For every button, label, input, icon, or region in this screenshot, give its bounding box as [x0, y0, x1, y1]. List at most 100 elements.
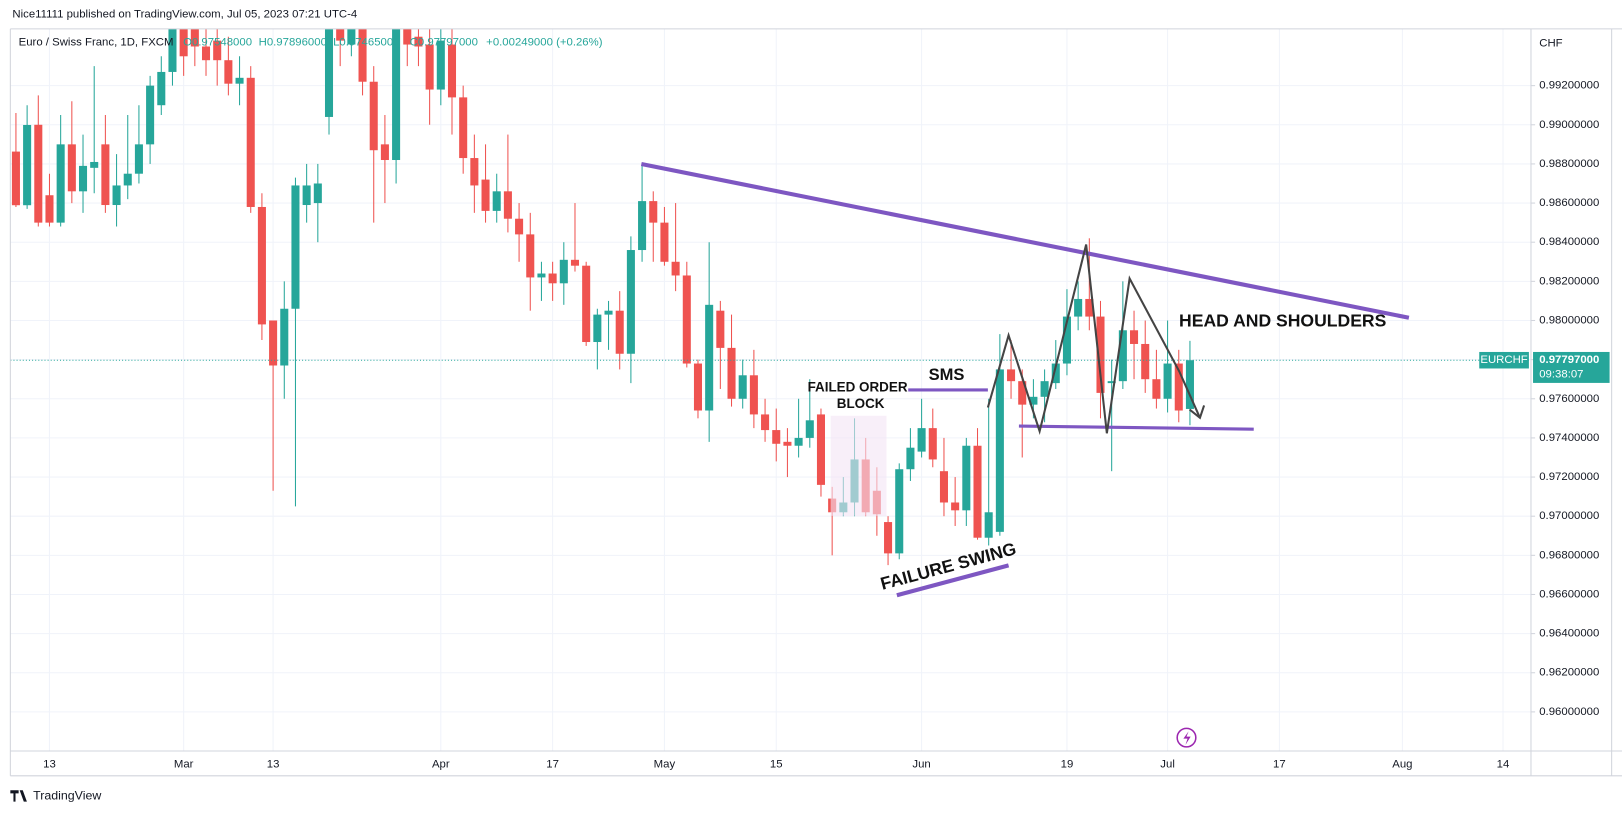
change: +0.00249000 (+0.26%): [486, 36, 603, 48]
y-tick-label: 0.96400000: [1539, 628, 1599, 640]
swing-line: [896, 563, 1010, 598]
y-tick-label: 0.97400000: [1539, 432, 1599, 444]
symbol-name: Euro / Swiss Franc, 1D, FXCM: [19, 36, 174, 48]
symbol-tag: [1479, 351, 1529, 369]
candle-body: [1141, 343, 1150, 380]
x-tick-label: 15: [770, 758, 783, 770]
y-tick-label: 0.96600000: [1539, 588, 1599, 600]
neckline: [1018, 424, 1254, 431]
ohlc-high: H0.97896000: [259, 36, 327, 48]
candle-body: [1152, 379, 1161, 399]
y-tick-label: 0.97200000: [1539, 471, 1599, 483]
candle-body: [906, 447, 915, 470]
candle-body: [1174, 363, 1183, 411]
candle-body: [112, 185, 121, 206]
currency: CHF: [1539, 37, 1562, 49]
published: Nice11111 published on TradingView.com, …: [12, 8, 357, 20]
price-tag-label: 0.97797000: [1539, 354, 1599, 366]
event-icon[interactable]: [1176, 727, 1197, 748]
candle-body: [604, 310, 613, 315]
x-tick-label: 13: [43, 758, 56, 770]
candle-body: [526, 234, 535, 278]
candle-body: [168, 28, 177, 72]
x-tick-label: 17: [546, 758, 559, 770]
candle-body: [1107, 381, 1116, 384]
ohlc-open: O0.97548000: [183, 36, 252, 48]
ohlc-low: L0.97465000: [333, 36, 399, 48]
y-tick-label: 0.97000000: [1539, 510, 1599, 522]
candle-body: [1040, 381, 1049, 397]
candle-body: [660, 222, 669, 262]
candle-body: [772, 430, 781, 444]
candle-body: [257, 206, 266, 325]
candle-body: [503, 191, 512, 219]
candle-body: [1185, 360, 1194, 409]
x-tick-label: 17: [1273, 758, 1286, 770]
order-block-zone: [830, 415, 887, 516]
candle-body: [626, 250, 635, 354]
annotation: HEAD AND SHOULDERS: [1179, 311, 1387, 331]
candle-body: [235, 77, 244, 84]
candle-body: [1007, 369, 1016, 382]
x-tick-label: May: [654, 758, 676, 770]
candle-body: [1074, 298, 1083, 317]
y-tick-label: 0.97600000: [1539, 393, 1599, 405]
trend-line: [640, 162, 1410, 320]
candle-body: [78, 165, 88, 192]
candle-body: [179, 28, 188, 57]
candle-body: [369, 81, 378, 151]
candle-body: [481, 179, 490, 211]
candle-body: [638, 201, 647, 251]
candle-body: [727, 347, 736, 399]
candle-body: [537, 273, 546, 278]
plot: [10, 28, 1531, 566]
candle-body: [23, 124, 32, 206]
candle-body: [380, 144, 389, 161]
x-tick-label: 19: [1061, 758, 1074, 770]
candle-body: [269, 320, 278, 366]
candle-body: [11, 151, 20, 206]
y-tick-label: 0.98400000: [1539, 236, 1599, 248]
candle-body: [995, 369, 1004, 532]
x-tick-label: Jul: [1160, 758, 1175, 770]
candle-body: [884, 522, 893, 554]
candle-body: [548, 273, 557, 284]
candle-body: [1018, 381, 1027, 405]
y-tick-label: 0.98800000: [1539, 158, 1599, 170]
annotation: SMS: [929, 365, 965, 384]
candle-body: [302, 185, 311, 206]
candle-body: [492, 191, 501, 211]
candle-body: [291, 185, 300, 309]
candle-body: [559, 259, 568, 284]
candle-body: [917, 428, 926, 452]
candle-body: [246, 77, 255, 207]
ohlc-close: C0.97797000: [410, 36, 478, 48]
candle-body: [895, 469, 904, 554]
candle-body: [280, 308, 289, 366]
x-tick-label: Aug: [1392, 758, 1412, 770]
candle-body: [1118, 330, 1127, 382]
candle-body: [347, 28, 356, 45]
candle-body: [224, 60, 233, 84]
x-tick-label: Jun: [912, 758, 930, 770]
candle-body: [749, 375, 758, 415]
candle-body: [101, 144, 110, 206]
countdown: 09:38:07: [1539, 369, 1583, 381]
candle-body: [939, 471, 948, 503]
y-tick-label: 0.98600000: [1539, 197, 1599, 209]
candle-body: [336, 28, 345, 41]
candle-body: [1130, 330, 1139, 344]
candle-body: [962, 445, 971, 511]
candle-body: [414, 36, 423, 47]
candle-body: [928, 428, 937, 460]
candle-body: [358, 28, 367, 82]
candle-body: [34, 124, 43, 223]
brand-logo: [10, 790, 27, 802]
annotation: FAILED ORDER: [808, 379, 908, 394]
candle-body: [716, 310, 725, 348]
candle-body: [403, 28, 412, 45]
candle-body: [593, 314, 602, 343]
candle-body: [313, 183, 322, 204]
brand-name: TradingView: [33, 789, 101, 803]
candle-body: [459, 97, 468, 159]
